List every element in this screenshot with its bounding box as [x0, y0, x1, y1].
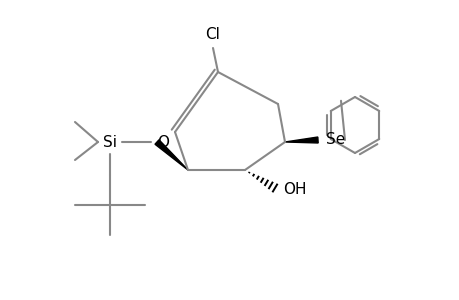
Text: OH: OH [282, 182, 306, 197]
Text: Cl: Cl [205, 27, 220, 42]
Polygon shape [285, 137, 318, 143]
Text: Si: Si [103, 134, 117, 149]
Text: Se: Se [325, 131, 345, 146]
Polygon shape [155, 140, 188, 170]
Text: O: O [157, 134, 168, 149]
